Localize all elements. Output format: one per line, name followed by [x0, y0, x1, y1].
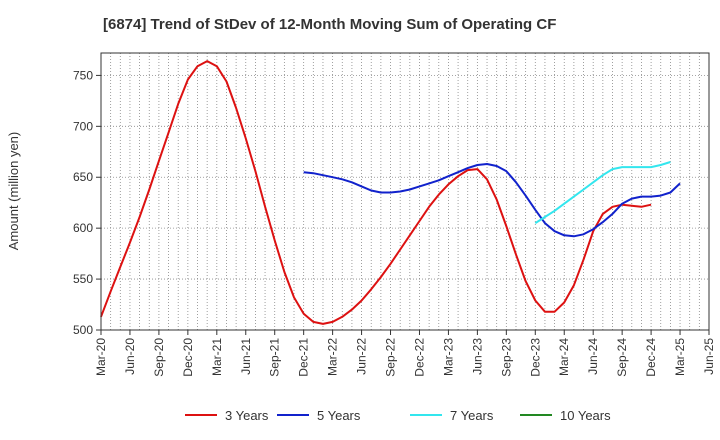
x-tick-label: Dec-24 — [644, 338, 658, 377]
y-axis-title: Amount (million yen) — [6, 132, 21, 251]
legend-label-3-years: 3 Years — [225, 408, 269, 423]
series-line-3-years — [100, 60, 652, 325]
y-tick-label: 600 — [73, 221, 93, 235]
plot-frame — [100, 52, 710, 331]
legend: 3 Years 5 Years 7 Years 10 Years — [185, 408, 611, 423]
x-tick-label: Jun-24 — [586, 338, 600, 375]
legend-label-7-years: 7 Years — [450, 408, 494, 423]
x-axis: Mar-20 Jun-20 Sep-20 Dec-20 Mar-21 Jun-21 Sep-… — [94, 330, 716, 377]
series-line-5-years — [303, 163, 681, 238]
y-tick-label: 550 — [73, 272, 93, 286]
legend-label-10-years: 10 Years — [560, 408, 611, 423]
x-tick-label: Sep-24 — [615, 338, 629, 377]
y-tick-label: 750 — [73, 68, 93, 82]
y-tick-label: 500 — [73, 323, 93, 337]
x-tick-label: Jun-23 — [470, 338, 484, 375]
x-tick-label: Sep-22 — [384, 338, 398, 377]
y-tick-label: 700 — [73, 119, 93, 133]
series-line-7-years — [534, 161, 671, 224]
x-tick-label: Jun-25 — [702, 338, 716, 375]
series-group — [100, 60, 681, 325]
legend-label-5-years: 5 Years — [317, 408, 361, 423]
x-tick-label: Sep-23 — [499, 338, 513, 377]
x-tick-label: Mar-21 — [210, 338, 224, 376]
x-tick-label: Dec-22 — [412, 338, 426, 377]
x-tick-label: Dec-21 — [297, 338, 311, 377]
x-tick-label: Mar-23 — [441, 338, 455, 376]
x-tick-label: Jun-20 — [123, 338, 137, 375]
chart-title: [6874] Trend of StDev of 12-Month Moving… — [103, 16, 556, 33]
x-tick-label: Mar-25 — [673, 338, 687, 376]
x-tick-label: Mar-24 — [557, 338, 571, 376]
x-tick-label: Mar-22 — [326, 338, 340, 376]
x-tick-label: Sep-21 — [268, 338, 282, 377]
x-tick-label: Dec-20 — [181, 338, 195, 377]
x-tick-label: Mar-20 — [94, 338, 108, 376]
x-tick-label: Jun-21 — [239, 338, 253, 375]
y-tick-label: 650 — [73, 170, 93, 184]
x-tick-label: Sep-20 — [152, 338, 166, 377]
x-tick-label: Dec-23 — [528, 338, 542, 377]
x-tick-label: Jun-22 — [355, 338, 369, 375]
y-axis: 500 550 600 650 700 750 — [73, 68, 101, 337]
